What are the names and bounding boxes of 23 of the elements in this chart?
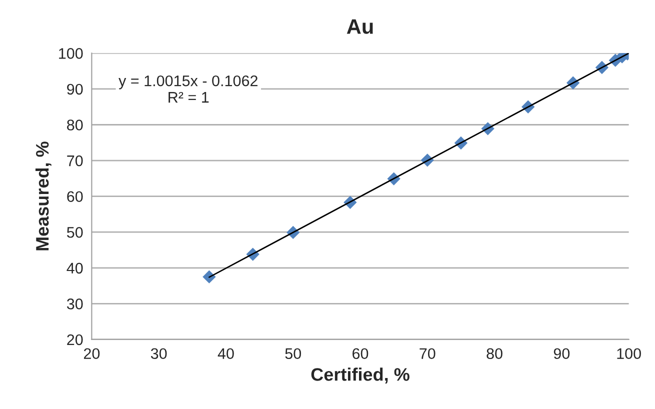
x-tick-label: 40 bbox=[218, 348, 234, 360]
y-tick-label: 50 bbox=[66, 226, 83, 238]
y-tick-label: 80 bbox=[67, 120, 83, 130]
x-tick-label: 60 bbox=[352, 348, 368, 360]
y-tick-label: 100 bbox=[59, 48, 83, 59]
x-tick-label: 30 bbox=[150, 348, 167, 360]
x-tick-label: 50 bbox=[285, 348, 302, 360]
y-axis-title: Measured, % bbox=[35, 142, 52, 250]
x-tick-label: 20 bbox=[84, 348, 100, 360]
chart-title: Au bbox=[346, 19, 373, 34]
point bbox=[202, 270, 216, 284]
x-tick-label: 90 bbox=[554, 348, 570, 360]
y-tick-label: 90 bbox=[67, 84, 83, 95]
y-tick-label: 20 bbox=[67, 334, 83, 346]
x-tick-label: 100 bbox=[617, 348, 641, 360]
x-tick-label: 80 bbox=[486, 348, 502, 360]
y-tick-label: 60 bbox=[67, 191, 83, 202]
x-tick-label: 70 bbox=[420, 348, 436, 360]
y-tick-label: 30 bbox=[66, 298, 83, 310]
y-tick-label: 40 bbox=[66, 262, 83, 274]
y-tick-label: 70 bbox=[67, 155, 83, 166]
annotation: y = 1.0015x - 0.1062 R² = 1 bbox=[118, 75, 258, 103]
x-axis-title: Certified, % bbox=[311, 368, 410, 384]
